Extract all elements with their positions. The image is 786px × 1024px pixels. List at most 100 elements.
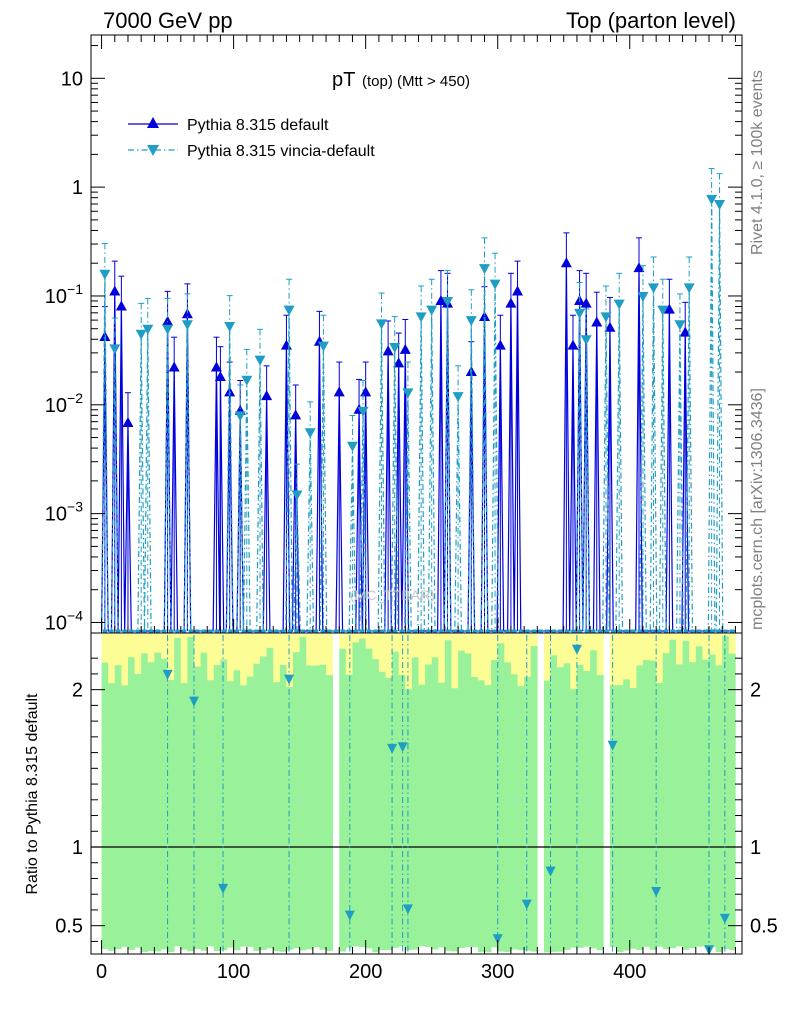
ratio-band-yellow-bin xyxy=(517,634,525,688)
ratio-band-yellow-bin xyxy=(722,634,730,638)
ratio-band-yellow-bin xyxy=(689,634,697,664)
ratio-band-yellow-bin xyxy=(728,634,736,655)
series-1-point xyxy=(574,308,586,319)
series-0-point xyxy=(512,285,524,296)
ratio-y-tick-label-right: 2 xyxy=(750,680,761,702)
ratio-band-green-bin xyxy=(570,689,578,948)
ratio-band-green-bin xyxy=(352,642,360,947)
ratio-band-yellow-bin xyxy=(213,634,221,667)
ratio-band-yellow-bin xyxy=(636,634,644,667)
ratio-band-green-bin xyxy=(312,665,320,948)
ratio-band-green-bin xyxy=(246,676,254,947)
series-1-point xyxy=(426,305,438,316)
x-tick-label: 300 xyxy=(481,961,514,983)
ratio-band-yellow-bin xyxy=(273,634,281,684)
series-1-point xyxy=(254,355,266,366)
ratio-band-yellow-bin xyxy=(504,634,512,664)
legend-marker-default xyxy=(147,117,159,128)
ratio-band-green-bin xyxy=(174,637,182,947)
ratio-band-green-bin xyxy=(385,677,393,950)
ratio-band-yellow-bin xyxy=(167,634,175,681)
ratio-band-green-bin xyxy=(517,686,525,951)
ratio-point xyxy=(492,934,503,945)
series-1-point xyxy=(465,316,477,327)
ratio-band-green-bin xyxy=(728,653,736,950)
ratio-band-yellow-bin xyxy=(187,634,195,639)
ratio-band-green-bin xyxy=(689,662,697,949)
ratio-band-yellow-bin xyxy=(715,634,723,667)
series-1-point xyxy=(613,299,625,310)
ratio-band-green-bin xyxy=(398,674,406,947)
ratio-band-yellow-bin xyxy=(682,634,690,642)
ratio-point xyxy=(521,899,532,910)
series-0-point xyxy=(122,417,134,428)
ratio-y-tick-label-left: 2 xyxy=(72,680,83,702)
ratio-band-green-bin xyxy=(392,651,399,948)
ratio-uncertainty-band xyxy=(101,634,736,953)
ratio-band-yellow-bin xyxy=(160,634,168,660)
ratio-band-yellow-bin xyxy=(662,634,670,655)
series-0-point xyxy=(633,262,645,273)
legend-marker-vincia xyxy=(147,145,159,156)
series-1-point xyxy=(648,283,660,294)
ratio-point xyxy=(284,674,295,685)
series-1-point xyxy=(442,296,454,307)
ratio-band-green-bin xyxy=(623,679,631,951)
ratio-band-green-bin xyxy=(636,665,644,951)
ratio-band-yellow-bin xyxy=(464,634,472,655)
ratio-band-yellow-bin xyxy=(319,634,327,666)
main-y-tick-label: 10−3 xyxy=(45,499,83,526)
series-0-point xyxy=(162,315,174,326)
ratio-band-yellow-bin xyxy=(326,634,333,677)
ratio-band-yellow-bin xyxy=(642,634,650,661)
series-1-point xyxy=(580,335,592,346)
ratio-band-green-bin xyxy=(405,689,413,951)
ratio-band-yellow-bin xyxy=(286,634,294,689)
ratio-band-yellow-bin xyxy=(497,634,505,645)
series-1-point xyxy=(415,312,427,323)
ratio-band-green-bin xyxy=(240,685,248,947)
series-1-point xyxy=(600,312,612,323)
ratio-band-green-bin xyxy=(616,685,624,952)
header-left: 7000 GeV pp xyxy=(103,8,233,33)
ratio-point xyxy=(545,866,556,877)
ratio-band-yellow-bin xyxy=(365,634,373,650)
main-y-tick-label: 1 xyxy=(72,177,83,199)
ratio-band-green-bin xyxy=(596,674,604,951)
ratio-band-green-bin xyxy=(438,682,446,948)
series-0-point xyxy=(393,357,405,368)
series-1-point xyxy=(291,490,303,501)
ratio-band-green-bin xyxy=(220,659,228,951)
ratio-band-yellow-bin xyxy=(708,634,716,656)
ratio-y-tick-label-right: 1 xyxy=(750,837,761,859)
ratio-band-yellow-bin xyxy=(141,634,149,655)
ratio-band-yellow-bin xyxy=(279,634,287,666)
ratio-band-yellow-bin xyxy=(306,634,314,667)
ratio-band-yellow-bin xyxy=(530,634,538,648)
title-main: pT xyxy=(332,69,355,91)
ratio-band-yellow-bin xyxy=(524,634,532,678)
ratio-band-yellow-bin xyxy=(656,634,664,685)
ratio-band-green-bin xyxy=(642,659,650,947)
series-0-point xyxy=(115,300,127,311)
ratio-band-yellow-bin xyxy=(405,634,413,691)
ratio-band-yellow-bin xyxy=(352,634,360,644)
ratio-band-yellow-bin xyxy=(438,634,446,684)
ratio-band-yellow-bin xyxy=(557,634,565,669)
ratio-band-green-bin xyxy=(200,652,208,951)
ratio-band-yellow-bin xyxy=(227,634,234,683)
ratio-band-yellow-bin xyxy=(570,634,578,691)
series-1-point xyxy=(637,291,649,302)
mcplots-reference-label: mcplots.cern.ch [arXiv:1306.3436] xyxy=(749,388,766,630)
ratio-band-yellow-bin xyxy=(451,634,459,690)
series-0-point xyxy=(382,345,394,356)
ratio-band-yellow-bin xyxy=(702,634,710,661)
ratio-band-yellow-bin xyxy=(233,634,241,672)
legend-label-vincia: Pythia 8.315 vincia-default xyxy=(187,143,375,160)
main-data-group xyxy=(99,168,736,633)
ratio-band-yellow-bin xyxy=(372,634,380,661)
ratio-band-yellow-bin xyxy=(543,634,551,682)
ratio-band-yellow-bin xyxy=(609,634,617,687)
series-1-point xyxy=(234,411,246,422)
main-y-tick-label: 10−2 xyxy=(45,390,83,417)
